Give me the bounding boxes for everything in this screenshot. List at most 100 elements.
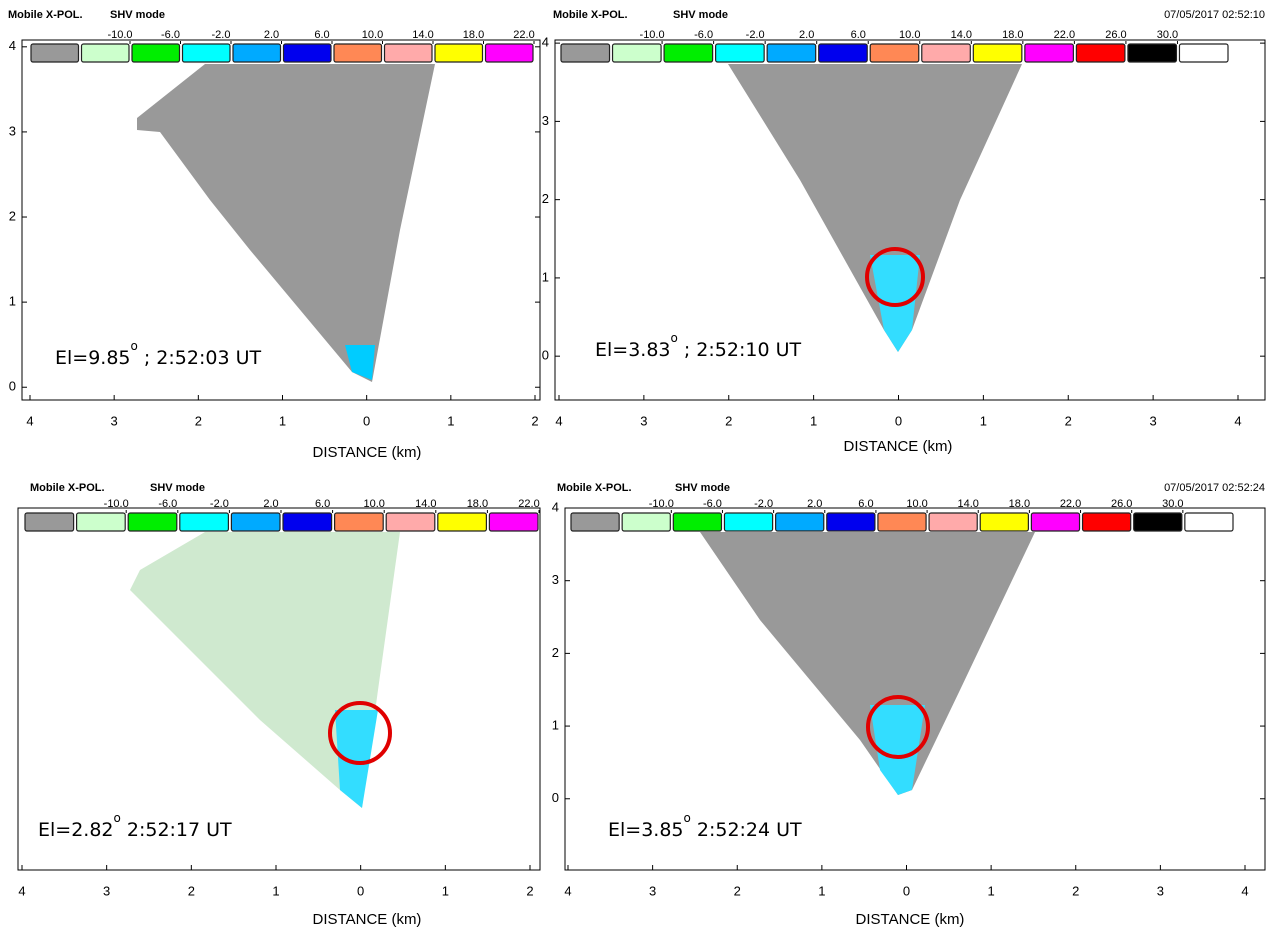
y-tick-label: 1	[9, 294, 16, 309]
colorbar-tick-label: 22.0	[1054, 29, 1075, 41]
x-tick-label: 4	[564, 883, 571, 898]
colorbar-tick-label: 14.0	[958, 498, 979, 510]
colorbar-tick-label: -2.0	[210, 498, 229, 510]
x-tick-label: 2	[188, 883, 195, 898]
colorbar-swatch	[723, 512, 774, 532]
colorbar-swatch	[30, 43, 80, 63]
colorbar-swatch	[621, 512, 671, 532]
elevation: El=9.85	[55, 347, 131, 369]
y-tick-label: 2	[542, 191, 549, 206]
colorbar-swatch	[1024, 43, 1074, 63]
colorbar-swatch	[663, 43, 714, 63]
colorbar-tick-label: 26.0	[1111, 498, 1132, 510]
colorbar-tick-label: 10.0	[906, 498, 927, 510]
y-tick-label: 0	[542, 348, 549, 363]
x-axis-label: DISTANCE (km)	[844, 438, 953, 455]
x-tick-label: 2	[531, 413, 538, 428]
colorbar-swatch	[1127, 43, 1178, 63]
colorbar-tick-label: -10.0	[104, 498, 129, 510]
chart-title: Mobile X-POL.	[30, 482, 105, 494]
colorbar-swatch	[131, 43, 181, 63]
elevation: El=2.82	[38, 819, 114, 841]
scan-time: 2:52:17 UT	[127, 819, 232, 841]
chart-subtitle: SHV mode	[150, 482, 205, 494]
plot-frame	[21, 39, 541, 401]
colorbar-tick-label: 18.0	[1009, 498, 1030, 510]
colorbar-tick-label: 18.0	[467, 498, 488, 510]
colorbar-swatch	[672, 512, 723, 532]
annotation: El=9.85o ; 2:52:03 UT	[55, 339, 261, 369]
colorbar-swatch	[230, 512, 281, 532]
plot-frame	[564, 507, 1266, 871]
highlights	[328, 247, 930, 765]
y-tick-label: 3	[9, 123, 16, 138]
echo-core	[335, 710, 378, 808]
chart-subtitle: SHV mode	[673, 9, 728, 21]
degree-mark: o	[131, 339, 138, 353]
highlight-circle	[866, 695, 930, 759]
x-axis-label: DISTANCE (km)	[313, 911, 422, 928]
x-tick-label: 1	[272, 883, 279, 898]
colorbar-tick-label: 14.0	[415, 498, 436, 510]
plot-frame	[17, 507, 541, 871]
colorbar-swatch	[826, 512, 876, 532]
colorbar-swatch	[385, 512, 436, 532]
y-tick-label: 2	[552, 645, 559, 660]
echo-wedge	[700, 532, 1035, 795]
x-tick-label: 1	[442, 883, 449, 898]
colorbar-tick-label: 2.0	[263, 498, 278, 510]
x-tick-label: 4	[555, 413, 562, 428]
colorbar-swatch	[488, 512, 539, 532]
colorbar-tick-label: -6.0	[158, 498, 177, 510]
x-tick-label: 2	[734, 883, 741, 898]
colorbar-swatch	[928, 512, 978, 532]
x-tick-label: 2	[1072, 883, 1079, 898]
y-tick-label: 2	[9, 208, 16, 223]
x-axis-label: DISTANCE (km)	[856, 911, 965, 928]
y-tick-label: 3	[552, 572, 559, 587]
colorbar-swatch	[282, 43, 332, 63]
colorbar-tick-label: -10.0	[640, 29, 665, 41]
degree-mark: o	[671, 331, 678, 345]
colorbar-swatch	[437, 512, 487, 532]
colorbar-swatch	[334, 512, 384, 532]
timestamp: 07/05/2017 02:52:24	[1164, 482, 1265, 494]
echo-core	[345, 345, 375, 380]
chart-title: Mobile X-POL.	[553, 9, 628, 21]
plot-frame	[554, 39, 1266, 401]
colorbar-swatch	[1081, 512, 1132, 532]
x-tick-label: 4	[26, 413, 33, 428]
colorbar-swatch	[818, 43, 868, 63]
elevation: El=3.83	[595, 339, 671, 361]
x-tick-label: 0	[903, 883, 910, 898]
colorbar-swatch	[611, 43, 662, 63]
colorbar-tick-label: 6.0	[851, 29, 866, 41]
y-tick-label: 3	[542, 113, 549, 128]
colorbar-swatch	[333, 43, 383, 63]
colorbar-swatch	[282, 512, 333, 532]
highlight-circle	[328, 701, 392, 765]
echo-regions	[130, 64, 1035, 808]
y-tick-label: 4	[9, 38, 16, 53]
x-tick-label: 4	[1234, 413, 1241, 428]
x-tick-label: 4	[1241, 883, 1248, 898]
y-tick-label: 0	[9, 379, 16, 394]
colorbar-swatch	[570, 512, 620, 532]
colorbar-tick-label: -6.0	[161, 29, 180, 41]
colorbar-swatch	[434, 43, 484, 63]
colorbar-swatch	[715, 43, 765, 63]
colorbar-tick-label: 30.0	[1162, 498, 1183, 510]
x-tick-label: 1	[818, 883, 825, 898]
x-tick-label: 3	[1150, 413, 1157, 428]
x-tick-label: 4	[18, 883, 25, 898]
x-tick-label: 0	[357, 883, 364, 898]
y-tick-label: 1	[552, 718, 559, 733]
colorbar-tick-label: 2.0	[807, 498, 822, 510]
colorbar-swatch	[75, 512, 126, 532]
x-axis-label: DISTANCE (km)	[313, 444, 422, 461]
scan-time: ; 2:52:10 UT	[684, 339, 802, 361]
colorbar-swatch	[1030, 512, 1081, 532]
x-tick-label: 2	[195, 413, 202, 428]
annotation: El=2.82o 2:52:17 UT	[38, 811, 232, 841]
